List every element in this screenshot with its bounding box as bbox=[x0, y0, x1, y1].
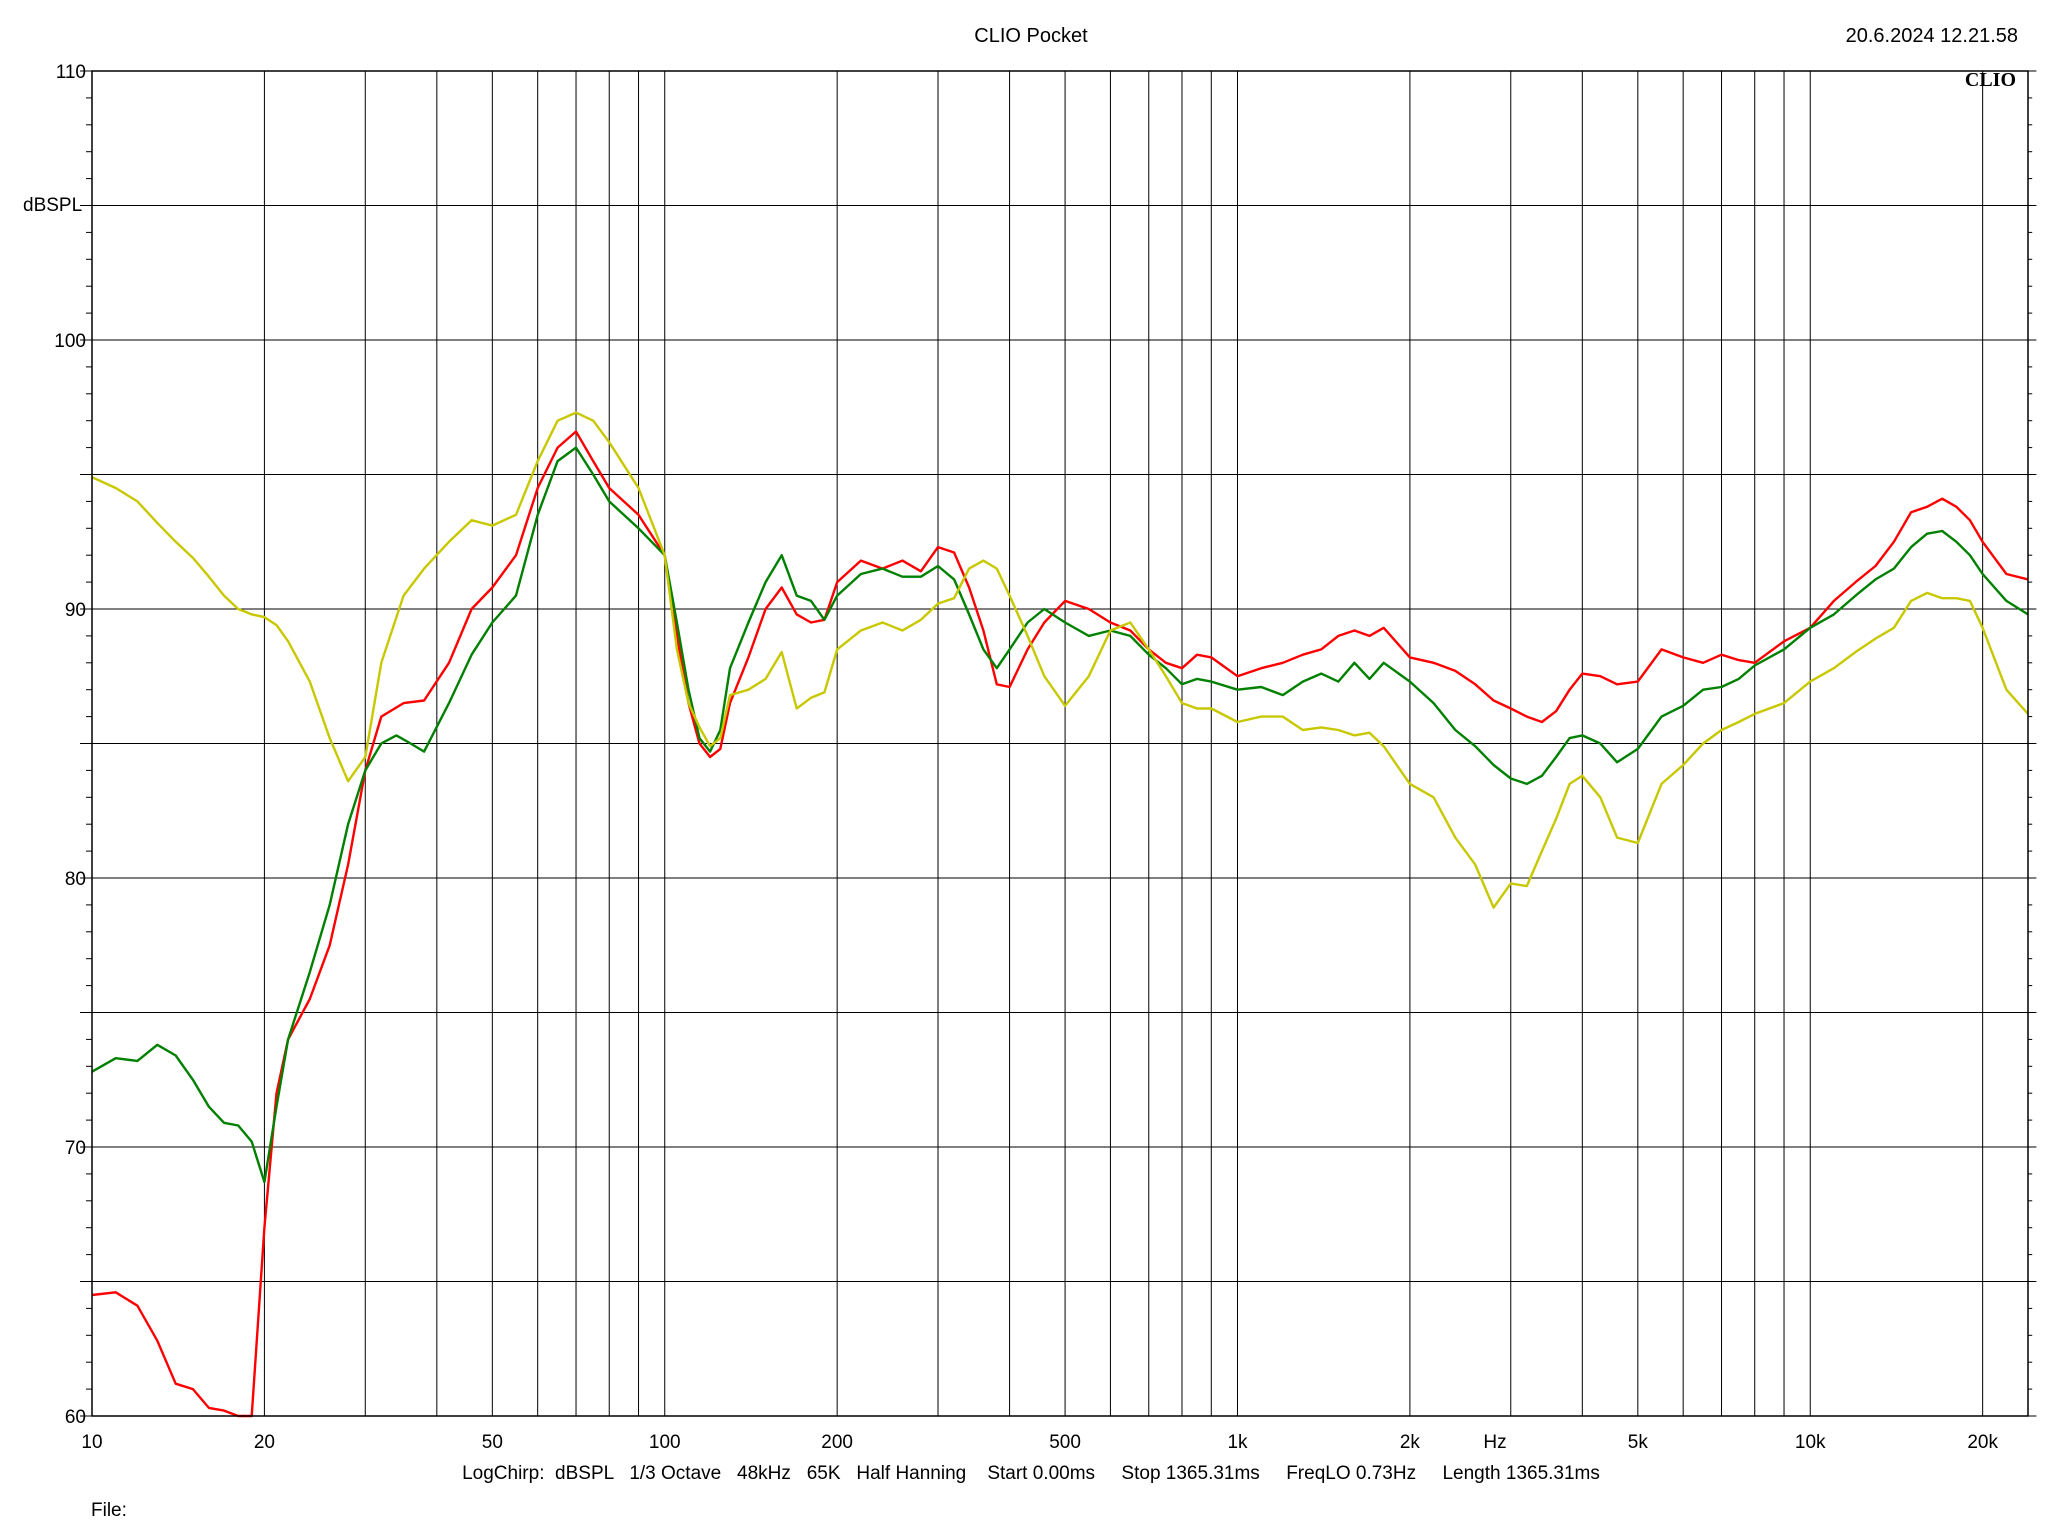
file-label: File: bbox=[91, 1500, 127, 1521]
x-tick-label: 500 bbox=[1049, 1432, 1081, 1453]
y-tick-label: 70 bbox=[65, 1138, 86, 1159]
measurement-info: LogChirp: dBSPL 1/3 Octave 48kHz 65K Hal… bbox=[462, 1463, 1600, 1484]
series-line-2 bbox=[91, 446, 2029, 1184]
x-tick-label: 10 bbox=[81, 1432, 102, 1453]
x-tick-label: 100 bbox=[649, 1432, 681, 1453]
y-tick-label: 90 bbox=[65, 600, 86, 621]
x-tick-label: 5k bbox=[1628, 1432, 1649, 1453]
axis-ticks: 60 70 80 90 100 110 10 20 50 100 200 500 1k 2k 5k 10k 20… bbox=[54, 62, 2037, 1453]
series-lines bbox=[91, 411, 2029, 1418]
series-line-3 bbox=[91, 411, 2029, 909]
grid-lines bbox=[92, 71, 2028, 1416]
x-axis-label: Hz bbox=[1483, 1432, 1506, 1453]
y-axis-label: dBSPL bbox=[23, 195, 82, 216]
x-tick-label: 10k bbox=[1795, 1432, 1826, 1453]
clio-logo: CLIO bbox=[1965, 69, 2016, 91]
x-tick-label: 20 bbox=[254, 1432, 275, 1453]
y-tick-label: 100 bbox=[54, 331, 86, 352]
y-tick-label: 110 bbox=[56, 62, 86, 83]
x-tick-label: 2k bbox=[1400, 1432, 1421, 1453]
x-tick-label: 50 bbox=[482, 1432, 503, 1453]
y-tick-label: 60 bbox=[65, 1407, 86, 1428]
plot-frame bbox=[91, 70, 2029, 1417]
x-tick-label: 200 bbox=[821, 1432, 853, 1453]
x-tick-label: 20k bbox=[1967, 1432, 1998, 1453]
y-tick-label: 80 bbox=[65, 869, 86, 890]
x-tick-label: 1k bbox=[1227, 1432, 1248, 1453]
chart-title: CLIO Pocket bbox=[974, 25, 1088, 47]
timestamp: 20.6.2024 12.21.58 bbox=[1846, 25, 2018, 47]
series-line-1 bbox=[91, 430, 2029, 1418]
